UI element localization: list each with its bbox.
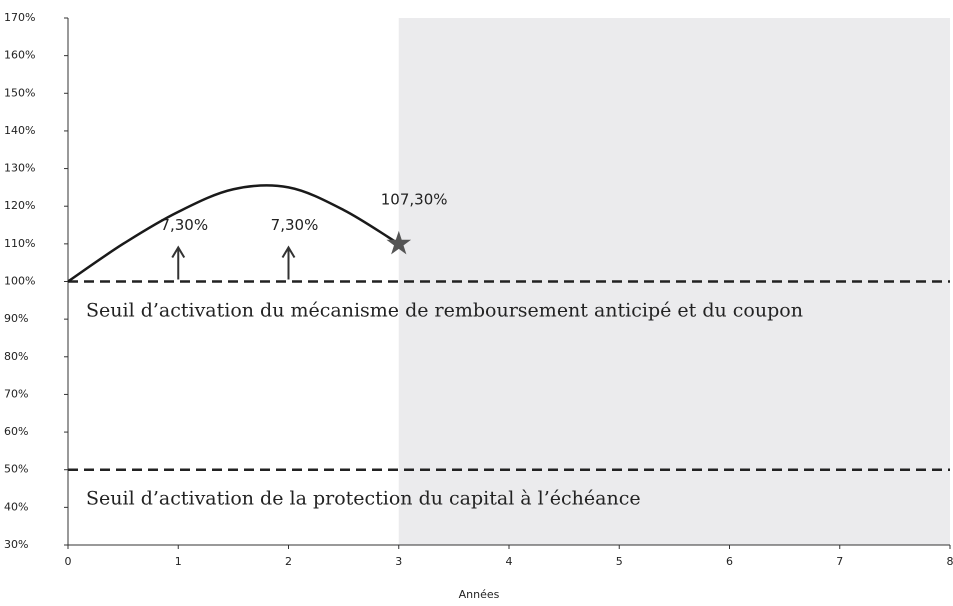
x-axis-label: Années (459, 588, 500, 601)
x-tick-label: 0 (65, 555, 72, 568)
line (67, 184, 400, 283)
y-tick-label: 30% (4, 538, 28, 551)
x-tick-label: 7 (836, 555, 843, 568)
y-tick-label: 140% (4, 124, 35, 137)
y-tick-label: 110% (4, 237, 35, 250)
x-tick-label: 4 (506, 555, 513, 568)
x-tick-label: 5 (616, 555, 623, 568)
y-tick-label: 60% (4, 425, 28, 438)
star-marker (386, 230, 412, 255)
y-tick-label: 120% (4, 199, 35, 212)
shaded-region (398, 18, 950, 545)
arrow-label: 7,30% (160, 216, 208, 234)
y-tick-label: 130% (4, 162, 35, 175)
y-tick-label: 150% (4, 86, 35, 99)
threshold-label: Seuil d’activation de la protection du c… (86, 488, 641, 510)
y-tick-label: 100% (4, 275, 35, 288)
y-tick-label: 50% (4, 463, 28, 476)
x-tick-label: 8 (947, 555, 953, 568)
y-tick-label: 80% (4, 350, 28, 363)
y-tick-label: 70% (4, 387, 28, 400)
threshold-label: Seuil d’activation du mécanisme de rembo… (86, 300, 803, 322)
y-tick-label: 40% (4, 500, 28, 513)
y-tick-label: 170% (4, 11, 35, 24)
x-tick-label: 3 (395, 555, 402, 568)
arrow-head (281, 245, 296, 259)
y-tick-label: 160% (4, 49, 35, 62)
x-tick-label: 2 (285, 555, 292, 568)
y-tick-label: 90% (4, 312, 28, 325)
star-label: 107,30% (381, 190, 448, 208)
arrow-head (171, 245, 186, 259)
arrow-label: 7,30% (271, 216, 319, 234)
x-tick-label: 6 (726, 555, 733, 568)
x-tick-label: 1 (175, 555, 182, 568)
